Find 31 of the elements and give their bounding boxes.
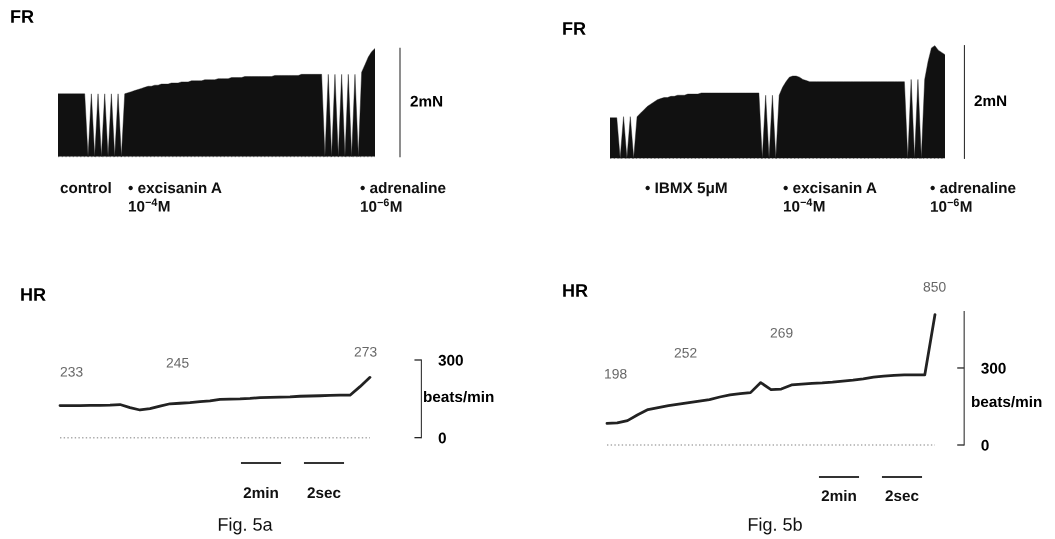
text: • excisanin A 10$^{−4}$M: [128, 182, 222, 212]
text: • IBMX 5μM: [645, 182, 727, 197]
text: 2sec: [307, 487, 341, 499]
text: 850: [923, 281, 946, 292]
y-tick-label: 300: [438, 354, 463, 366]
text: 2min: [243, 486, 278, 498]
text: • excisanin A 10$^{−4}$M: [783, 182, 877, 212]
y-axis-title: beats/min: [424, 390, 494, 403]
annotation: 252: [674, 347, 697, 358]
chart-title: HR: [21, 288, 46, 301]
caption: Fig. 5b: [748, 517, 802, 535]
text: • adrenaline 10$^{−6}$M: [360, 182, 446, 212]
y-tick-label: 0: [981, 439, 989, 451]
text: 273: [354, 346, 377, 357]
chart-title: FR: [563, 22, 586, 35]
y-tick-label: 0: [438, 432, 446, 444]
y-axis-title: 2mN: [974, 95, 1007, 106]
annotation: 269: [770, 327, 793, 338]
annotation: 245: [166, 357, 189, 368]
text: 2sec: [885, 490, 919, 502]
text: 2min: [821, 489, 856, 501]
chart-title: FR: [11, 10, 34, 23]
chart-title: HR: [563, 284, 588, 297]
text: • adrenaline 10$^{−6}$M: [930, 182, 1016, 212]
y-axis-title: 2mN: [410, 95, 443, 107]
caption: Fig. 5a: [218, 517, 273, 535]
annotation: 198: [605, 368, 627, 379]
annotation: 233: [60, 366, 83, 377]
y-tick-label: 300: [981, 362, 1006, 374]
y-axis-title: beats/min: [972, 395, 1042, 408]
text: control: [60, 182, 111, 194]
